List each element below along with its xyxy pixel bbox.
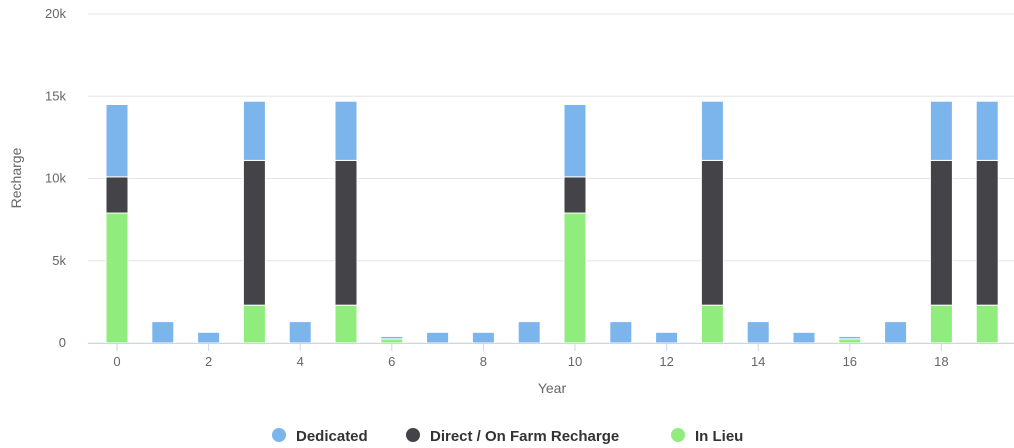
- bar-segment[interactable]: [242, 100, 266, 161]
- bar-segment[interactable]: [242, 304, 266, 344]
- legend-item[interactable]: Dedicated: [272, 428, 368, 445]
- y-tick-label: 5k: [52, 253, 66, 268]
- bar-segment[interactable]: [380, 335, 404, 340]
- x-tick-label: 4: [297, 354, 304, 369]
- bar-segment[interactable]: [334, 159, 358, 306]
- bar-segment[interactable]: [700, 159, 724, 306]
- x-tick-label: 6: [388, 354, 395, 369]
- y-tick-label: 15k: [45, 88, 66, 103]
- bar-segment[interactable]: [517, 321, 541, 344]
- legend-dot-icon: [406, 428, 420, 442]
- bar-segment[interactable]: [380, 338, 404, 344]
- bar-segment[interactable]: [334, 304, 358, 344]
- grid-lines: [88, 13, 1014, 344]
- x-tick-label: 14: [751, 354, 765, 369]
- x-tick-label: 0: [113, 354, 120, 369]
- bar-segment[interactable]: [975, 100, 999, 161]
- bar-segment[interactable]: [929, 100, 953, 161]
- bar-segment[interactable]: [884, 321, 908, 344]
- x-tick-label: 8: [480, 354, 487, 369]
- y-axis: 0 5k 10k 15k 20k: [45, 6, 66, 350]
- x-tick-label: 10: [568, 354, 582, 369]
- bar-segment[interactable]: [563, 103, 587, 178]
- legend-dot-icon: [671, 428, 685, 442]
- legend-item[interactable]: Direct / On Farm Recharge: [406, 428, 619, 445]
- bar-segment[interactable]: [334, 100, 358, 161]
- bar-segment[interactable]: [197, 331, 221, 344]
- bar-segment[interactable]: [975, 159, 999, 306]
- x-axis: 0 2 4 6 8 10 12 14 16 18: [88, 343, 1014, 369]
- bar-segment[interactable]: [242, 159, 266, 306]
- x-tick-label: 16: [843, 354, 857, 369]
- bar-segment[interactable]: [975, 304, 999, 344]
- legend-label: Direct / On Farm Recharge: [430, 428, 619, 445]
- legend-label: In Lieu: [695, 428, 743, 445]
- bar-segment[interactable]: [105, 212, 129, 344]
- bars: [105, 100, 999, 344]
- bar-segment[interactable]: [838, 335, 862, 340]
- x-tick-label: 12: [659, 354, 673, 369]
- y-tick-label: 20k: [45, 6, 66, 21]
- bar-segment[interactable]: [700, 100, 724, 161]
- y-axis-title: Recharge: [8, 147, 24, 208]
- bar-segment[interactable]: [471, 331, 495, 344]
- x-tick-label: 18: [934, 354, 948, 369]
- x-tick-label: 2: [205, 354, 212, 369]
- y-tick-label: 10k: [45, 171, 66, 186]
- legend-item[interactable]: In Lieu: [671, 428, 743, 445]
- bar-segment[interactable]: [105, 103, 129, 178]
- bar-segment[interactable]: [563, 212, 587, 344]
- bar-segment[interactable]: [838, 338, 862, 344]
- bar-segment[interactable]: [609, 321, 633, 344]
- bar-segment[interactable]: [105, 176, 129, 214]
- y-tick-label: 0: [59, 335, 66, 350]
- bar-segment[interactable]: [288, 321, 312, 344]
- bar-segment[interactable]: [792, 331, 816, 344]
- bar-segment[interactable]: [929, 304, 953, 344]
- legend: Dedicated Direct / On Farm Recharge In Lie…: [272, 428, 743, 445]
- bar-segment[interactable]: [563, 176, 587, 214]
- legend-label: Dedicated: [296, 428, 368, 445]
- bar-segment[interactable]: [426, 331, 450, 344]
- x-axis-title: Year: [538, 380, 567, 396]
- bar-segment[interactable]: [929, 159, 953, 306]
- bar-segment[interactable]: [746, 321, 770, 344]
- bar-segment[interactable]: [700, 304, 724, 344]
- bar-segment[interactable]: [655, 331, 679, 344]
- bar-segment[interactable]: [151, 321, 175, 344]
- legend-dot-icon: [272, 428, 286, 442]
